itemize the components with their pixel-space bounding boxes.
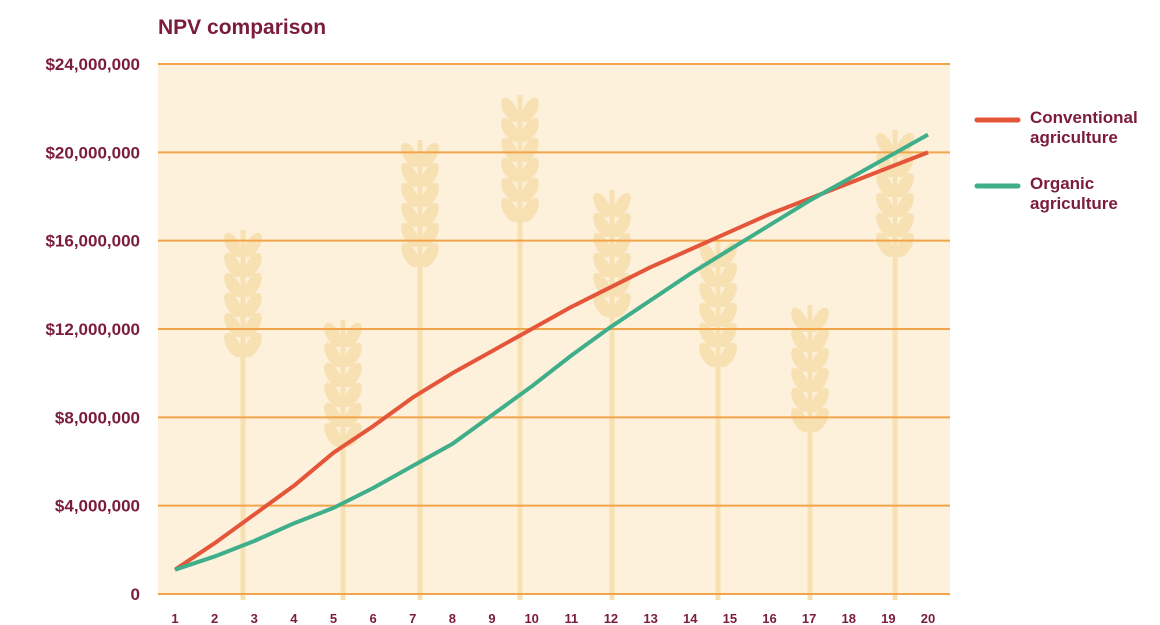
x-tick-label: 2 [211,611,218,625]
x-tick-label: 11 [564,611,578,625]
y-tick-label: $12,000,000 [45,320,140,339]
x-tick-label: 5 [330,611,337,625]
x-tick-label: 20 [921,611,935,625]
chart: NPV comparison 0 $4,000,000 $8,000,000 $12,… [0,0,1160,625]
x-tick-label: 17 [802,611,816,625]
legend-label: Conventional agriculture [1030,108,1155,148]
x-tick-label: 9 [488,611,495,625]
chart-title: NPV comparison [158,16,326,39]
x-tick-label: 4 [290,611,298,625]
y-tick-label: 0 [131,585,140,604]
x-tick-label: 19 [881,611,895,625]
x-tick-label: 1 [171,611,178,625]
x-tick-label: 7 [409,611,416,625]
x-tick-label: 15 [723,611,737,625]
x-tick-label: 13 [643,611,657,625]
x-tick-label: 16 [762,611,776,625]
y-tick-label: $4,000,000 [55,497,140,516]
x-tick-label: 8 [449,611,456,625]
legend-label: Organic agriculture [1030,174,1155,214]
page: NPV comparison 0 $4,000,000 $8,000,000 $12,… [0,0,1160,625]
y-tick-label: $16,000,000 [45,232,140,251]
y-tick-label: $20,000,000 [45,143,140,162]
x-tick-label: 18 [842,611,856,625]
y-tick-label: $24,000,000 [45,55,140,74]
x-tick-label: 12 [604,611,618,625]
x-tick-label: 3 [251,611,258,625]
x-tick-label: 6 [370,611,377,625]
y-tick-label: $8,000,000 [55,408,140,427]
x-tick-label: 14 [683,611,698,625]
x-tick-label: 10 [524,611,538,625]
